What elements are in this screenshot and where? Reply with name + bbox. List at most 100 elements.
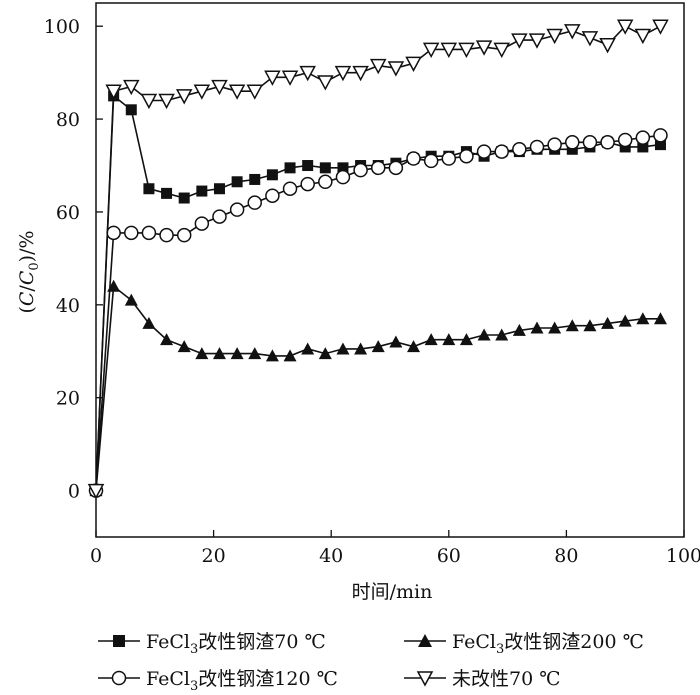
data-point-circle — [494, 144, 509, 159]
legend-item-unmodified-70: 未改性70 ℃ — [404, 668, 560, 690]
data-point-square — [196, 185, 208, 197]
data-point-circle — [212, 209, 227, 224]
data-point-circle — [582, 135, 598, 150]
data-point-triangle-up — [124, 293, 138, 306]
data-point-triangle-down — [616, 19, 634, 35]
data-point-square — [178, 192, 190, 204]
series-0 — [90, 90, 666, 497]
data-point-triangle-down — [228, 84, 246, 100]
data-point-circle — [229, 202, 245, 217]
data-point-triangle-up — [565, 319, 579, 332]
legend-label: FeCl3改性钢渣200 ℃ — [452, 631, 644, 657]
data-point-square — [319, 162, 331, 174]
x-tick-label: 0 — [90, 545, 102, 567]
data-point-square — [637, 141, 649, 153]
legend-label: 未改性70 ℃ — [452, 668, 560, 690]
data-point-triangle-down — [440, 42, 458, 59]
data-point-triangle-down — [175, 89, 193, 105]
legend-label: FeCl3改性钢渣70 ℃ — [146, 631, 326, 657]
data-point-triangle-up — [212, 347, 226, 360]
data-point-triangle-up — [653, 312, 667, 325]
data-point-triangle-down — [158, 93, 175, 110]
x-tick-label: 20 — [202, 545, 226, 567]
data-point-square — [654, 139, 666, 151]
data-point-square — [143, 183, 155, 195]
legend-marker-triangle-down — [416, 671, 434, 687]
data-point-triangle-up — [230, 347, 244, 360]
data-point-triangle-down — [105, 84, 122, 100]
data-point-triangle-up — [283, 349, 297, 362]
data-point-triangle-down — [281, 70, 299, 86]
data-point-triangle-up — [495, 328, 509, 341]
y-axis-title: (C/C0)/% — [16, 230, 42, 313]
legend-marker-circle — [111, 670, 127, 686]
data-point-triangle-up — [318, 347, 332, 360]
data-point-triangle-up — [301, 342, 315, 355]
data-point-triangle-up — [530, 321, 544, 334]
data-point-circle — [176, 227, 192, 243]
y-tick-label: 0 — [68, 481, 80, 503]
data-point-triangle-up — [336, 342, 350, 355]
data-point-circle — [529, 139, 545, 155]
data-point-circle — [106, 225, 121, 241]
data-point-square — [337, 162, 349, 174]
plot-border — [95, 2, 685, 538]
data-point-triangle-up — [424, 333, 438, 346]
data-point-circle — [247, 195, 263, 210]
data-point-triangle-up — [618, 314, 632, 327]
data-point-square — [161, 187, 173, 199]
data-point-triangle-down — [511, 33, 528, 49]
data-point-circle — [476, 144, 492, 159]
data-point-triangle-down — [528, 33, 546, 49]
data-point-triangle-down — [87, 483, 105, 500]
y-tick-label: 100 — [44, 16, 80, 38]
data-point-circle — [370, 160, 386, 176]
data-point-triangle-up — [548, 321, 562, 334]
series-line — [95, 134, 661, 491]
data-point-triangle-up — [512, 323, 526, 336]
y-axis: 0 20 40 60 80 100 — [44, 16, 103, 503]
data-point-square — [266, 169, 278, 181]
x-tick-label: 40 — [319, 545, 343, 567]
data-point-triangle-down — [599, 38, 616, 54]
data-point-circle — [318, 174, 333, 190]
y-tick-label: 20 — [56, 388, 80, 410]
data-point-circle — [353, 162, 368, 178]
data-point-triangle-down — [475, 40, 493, 56]
data-point-square — [231, 176, 243, 188]
data-point-triangle-down — [422, 42, 440, 59]
data-point-circle — [459, 148, 474, 164]
x-axis: 0 20 40 60 80 100 — [90, 530, 700, 567]
y-tick-label: 80 — [56, 109, 80, 131]
data-point-circle — [617, 132, 633, 148]
data-point-circle — [600, 135, 615, 150]
data-point-triangle-up — [407, 340, 421, 353]
data-point-circle — [635, 130, 651, 145]
data-point-triangle-down — [123, 79, 140, 96]
data-point-triangle-down — [369, 58, 387, 75]
data-point-triangle-up — [354, 342, 368, 355]
series-3 — [87, 19, 669, 500]
data-point-triangle-up — [248, 347, 262, 360]
x-axis-title: 时间/min — [352, 581, 433, 603]
data-point-triangle-up — [265, 349, 279, 362]
data-point-circle — [565, 135, 580, 150]
data-point-square — [125, 104, 137, 116]
legend: FeCl3改性钢渣70 ℃ FeCl3改性钢渣200 ℃ FeCl3改性钢渣12… — [98, 631, 644, 694]
data-point-circle — [300, 176, 315, 192]
data-point-circle — [265, 188, 280, 203]
data-point-triangle-up — [636, 312, 650, 325]
x-tick-label: 60 — [437, 545, 461, 567]
data-point-circle — [441, 151, 457, 166]
data-point-circle — [512, 142, 527, 157]
data-point-square — [284, 162, 296, 174]
data-point-triangle-down — [246, 84, 264, 100]
data-point-triangle-down — [140, 93, 158, 110]
data-point-triangle-down — [193, 84, 211, 100]
series-layer — [87, 19, 669, 500]
x-tick-label: 80 — [554, 545, 578, 567]
legend-marker-square — [113, 635, 125, 647]
data-point-circle — [423, 153, 439, 169]
legend-marker-triangle-up — [418, 634, 432, 647]
